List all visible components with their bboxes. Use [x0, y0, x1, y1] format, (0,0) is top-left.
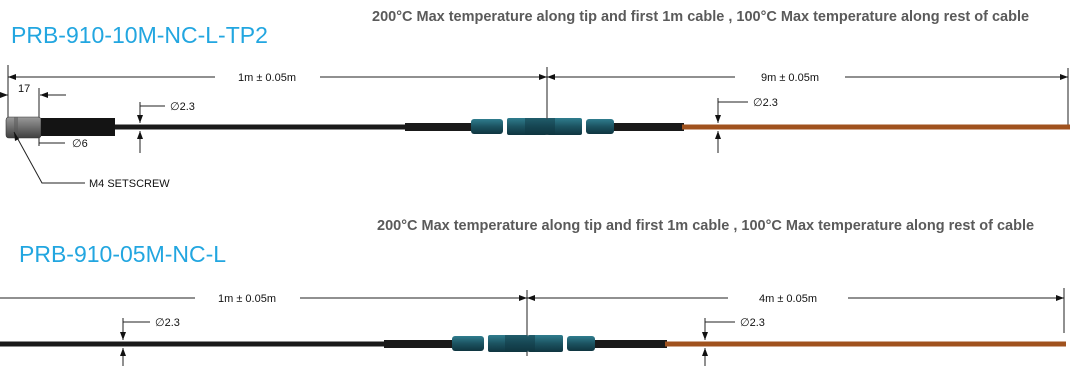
dimension-first-1m: 1m ± 0.05m [0, 293, 527, 305]
setscrew [14, 117, 18, 138]
dimension-label: ∅6 [72, 138, 88, 150]
diameter-callout-brown: ∅2.3 [715, 97, 778, 153]
temperature-note-2: 200°C Max temperature along tip and firs… [377, 218, 1035, 234]
diameter-callout-black: ∅2.3 [120, 317, 180, 366]
cable-sleeve [595, 340, 667, 348]
part-number-title-2: PRB-910-05M-NC-L [19, 241, 227, 267]
black-sleeve [41, 118, 115, 136]
cable-brown [682, 124, 1070, 130]
drawing-1: 1m ± 0.05m 9m ± 0.05m 17 [0, 65, 1070, 190]
dimension-label: ∅2.3 [740, 317, 765, 329]
dimension-label: ∅2.3 [170, 101, 195, 113]
cable-sleeve [384, 340, 456, 348]
connector [452, 335, 595, 352]
sensor-tip [5, 116, 42, 139]
dimension-rest-9m: 9m ± 0.05m [547, 72, 1068, 84]
dimension-label: ∅2.3 [753, 97, 778, 109]
dimension-label: 4m ± 0.05m [759, 293, 817, 305]
cable-sleeve [614, 123, 684, 131]
dimension-first-1m: 1m ± 0.05m [8, 72, 547, 84]
drawing-2: 1m ± 0.05m 4m ± 0.05m ∅2.3 [0, 288, 1066, 366]
cable-black [115, 124, 407, 130]
dimension-label: 1m ± 0.05m [218, 293, 276, 305]
diameter-callout-black: ∅2.3 [137, 101, 195, 153]
part-number-title-1: PRB-910-10M-NC-L-TP2 [11, 22, 268, 48]
dimension-label: 1m ± 0.05m [238, 72, 296, 84]
connector [471, 118, 614, 135]
diameter-callout-tip: ∅6 [38, 138, 88, 150]
diameter-callout-brown: ∅2.3 [702, 317, 765, 366]
setscrew-label: M4 SETSCREW [89, 178, 170, 190]
dimension-rest-4m: 4m ± 0.05m [527, 293, 1064, 305]
temperature-note-1: 200°C Max temperature along tip and firs… [372, 9, 1030, 25]
dimension-tip-17: 17 [0, 83, 66, 118]
cable-black [0, 341, 390, 347]
cable-brown [665, 341, 1066, 347]
cable-sleeve [405, 123, 475, 131]
setscrew-leader: M4 SETSCREW [13, 131, 170, 190]
dimension-label: 17 [18, 83, 30, 95]
dimension-label: 9m ± 0.05m [761, 72, 819, 84]
dimension-label: ∅2.3 [155, 317, 180, 329]
